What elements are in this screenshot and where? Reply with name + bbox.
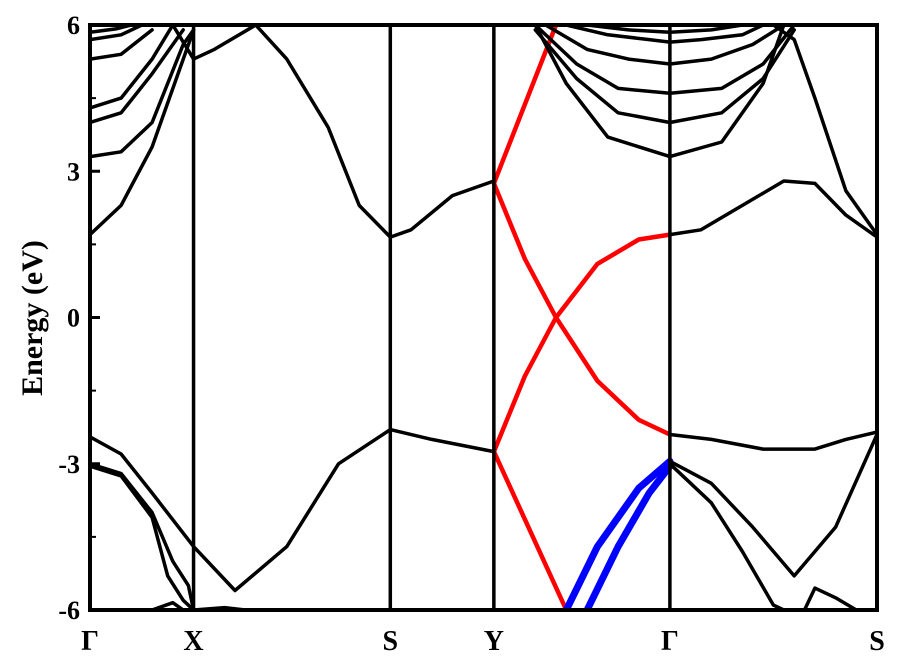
y-tick-label: 3 <box>67 157 80 186</box>
k-point-label: Y <box>484 626 504 657</box>
black-band-12 <box>90 462 196 610</box>
red-band-17 <box>491 232 673 454</box>
blue-band-20 <box>562 457 674 610</box>
y-tick-label: -3 <box>58 450 80 479</box>
black-band-10 <box>90 427 393 593</box>
black-band-2 <box>90 28 185 125</box>
black-band-7 <box>171 25 258 61</box>
y-axis-label: Energy (eV) <box>16 240 49 396</box>
k-point-label: Γ <box>81 626 99 657</box>
red-band-16 <box>491 181 673 437</box>
black-band-4 <box>90 28 154 61</box>
black-band-29 <box>771 25 877 237</box>
red-band-19 <box>491 449 569 610</box>
black-band-0 <box>90 28 196 237</box>
blue-band-21 <box>583 462 674 610</box>
black-band-32 <box>668 462 786 610</box>
black-band-13 <box>90 464 196 610</box>
plot-frame <box>88 23 879 612</box>
black-band-5 <box>90 25 144 42</box>
y-tick-label: 6 <box>67 11 80 40</box>
k-point-label: Γ <box>661 626 679 657</box>
black-band-31 <box>668 432 877 578</box>
black-band-33 <box>802 586 859 610</box>
black-band-3 <box>90 25 175 110</box>
bands-layer <box>90 25 877 610</box>
y-tick-label: 0 <box>67 304 80 333</box>
black-band-9 <box>388 179 496 239</box>
black-band-30 <box>668 430 877 451</box>
black-band-11 <box>388 427 496 454</box>
black-band-1 <box>90 28 196 159</box>
y-tick-label: -6 <box>58 596 80 625</box>
black-band-8 <box>253 25 393 239</box>
k-point-label: S <box>869 626 885 657</box>
black-band-14 <box>150 600 185 610</box>
y-axis-ticks: 6 3 0 -3 -6 <box>58 11 100 625</box>
k-point-label: X <box>183 626 203 657</box>
red-band-18 <box>491 25 559 186</box>
plot-border <box>88 23 879 612</box>
black-band-28 <box>668 179 877 239</box>
k-point-label: S <box>383 626 399 657</box>
